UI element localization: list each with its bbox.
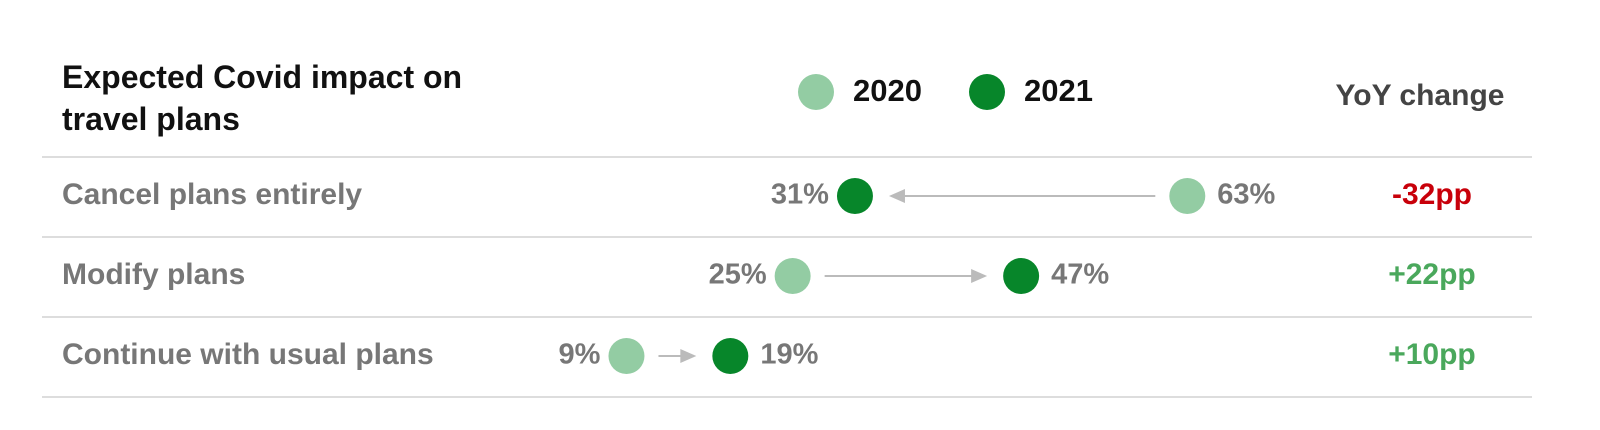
value-label: 25% [709, 259, 767, 291]
change-header: YoY change [1336, 79, 1505, 112]
dot [836, 178, 873, 214]
category-label: Continue with usual plans [62, 338, 434, 371]
value-label: 19% [760, 339, 818, 371]
value-label: 47% [1051, 259, 1109, 291]
category-label: Cancel plans entirely [62, 178, 362, 211]
legend-label: 2020 [853, 73, 922, 108]
value-label: 63% [1217, 179, 1275, 211]
arrow-head [971, 269, 988, 283]
change-value: +22pp [1388, 258, 1476, 291]
dot [1003, 258, 1040, 294]
legend-label: 2021 [1024, 73, 1093, 108]
chart-title: Expected Covid impact on travel plans [62, 59, 463, 137]
legend-marker [798, 74, 834, 110]
arrow-head [888, 189, 905, 203]
legend-marker [969, 74, 1005, 110]
dot [608, 338, 645, 374]
dot [712, 338, 749, 374]
value-label: 31% [771, 179, 829, 211]
change-value: +10pp [1388, 338, 1476, 371]
dot [774, 258, 811, 294]
category-label: Modify plans [62, 258, 245, 291]
change-value: -32pp [1392, 178, 1472, 211]
value-label: 9% [559, 339, 601, 371]
dot [1169, 178, 1206, 214]
arrow-head [680, 349, 697, 363]
